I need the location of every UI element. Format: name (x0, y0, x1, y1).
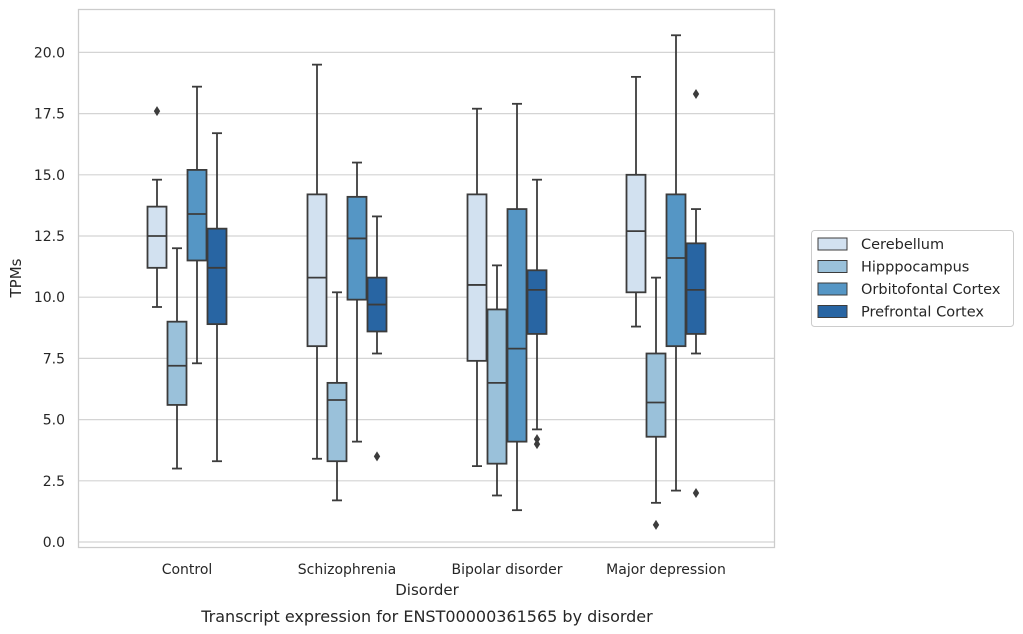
box-cerebellum-0 (146, 106, 168, 308)
box-prefrontal-cortex-3 (685, 89, 707, 499)
outlier-point (153, 106, 161, 117)
y-axis-label: TPMs (7, 258, 25, 298)
outlier-point (373, 451, 381, 462)
box-orbitofontal-cortex-1 (346, 161, 368, 443)
outlier-point (652, 519, 660, 530)
figure-caption: Transcript expression for ENST0000036156… (200, 607, 653, 626)
y-tick-label: 2.5 (43, 474, 65, 490)
iqr-box (486, 308, 508, 465)
outlier-point (533, 439, 541, 450)
box-prefrontal-cortex-2 (526, 178, 548, 450)
y-tick-label: 10.0 (34, 290, 65, 306)
x-tick-label: Bipolar disorder (451, 562, 562, 578)
x-axis-label: Disorder (395, 581, 459, 599)
legend-entry: Prefrontal Cortex (861, 305, 984, 321)
iqr-box (186, 169, 208, 262)
iqr-box (166, 320, 188, 406)
box-hipppocampus-3 (645, 276, 667, 530)
y-tick-label: 17.5 (34, 107, 65, 123)
box-orbitofontal-cortex-2 (506, 102, 528, 512)
legend-entry: Cerebellum (861, 237, 944, 253)
iqr-box (685, 242, 707, 335)
box-hipppocampus-2 (486, 264, 508, 497)
legend-swatch (817, 305, 848, 318)
iqr-box (146, 205, 168, 269)
box-cerebellum-1 (306, 63, 328, 460)
outlier-point (692, 89, 700, 100)
x-tick-label: Schizophrenia (298, 562, 396, 578)
box-hipppocampus-1 (326, 291, 348, 502)
box-prefrontal-cortex-0 (206, 132, 228, 463)
box-hipppocampus-0 (166, 247, 188, 470)
legend-entry: Hipppocampus (861, 260, 969, 276)
y-tick-label: 12.5 (34, 229, 65, 245)
iqr-box (206, 227, 228, 326)
box-cerebellum-2 (466, 107, 488, 468)
legend-swatch (817, 237, 848, 251)
y-tick-label: 5.0 (43, 413, 65, 429)
y-tick-label: 20.0 (34, 45, 65, 61)
iqr-box (526, 269, 548, 335)
y-axis-ticks: 0.0 2.5 5.0 7.5 10.0 12.5 15.0 17.5 20.0 (34, 45, 65, 551)
x-tick-label: Major depression (606, 562, 726, 578)
legend-swatch (817, 282, 848, 296)
y-tick-label: 7.5 (43, 351, 65, 367)
box-cerebellum-3 (625, 75, 647, 328)
legend-swatch (817, 260, 848, 273)
plot-frame (77, 8, 776, 549)
iqr-box (326, 381, 348, 463)
legend-entry: Orbitofontal Cortex (861, 282, 1001, 298)
x-axis-ticks: Control Schizophrenia Bipolar disorder Majo… (162, 562, 726, 578)
iqr-box (625, 173, 647, 294)
box-prefrontal-cortex-1 (366, 215, 388, 462)
y-tick-label: 15.0 (34, 168, 65, 184)
iqr-box (665, 193, 687, 348)
box-orbitofontal-cortex-3 (665, 34, 687, 492)
iqr-box (506, 208, 528, 443)
y-tick-label: 0.0 (43, 535, 65, 551)
box-plots (146, 34, 707, 530)
iqr-box (306, 193, 328, 348)
x-tick-label: Control (162, 562, 213, 578)
legend-frame (811, 230, 1014, 327)
legend: Cerebellum Hipppocampus Orbitofontal Corte… (811, 230, 1014, 327)
iqr-box (645, 352, 667, 438)
iqr-box (466, 193, 488, 362)
box-orbitofontal-cortex-0 (186, 85, 208, 365)
outlier-point (692, 488, 700, 499)
iqr-box (346, 195, 368, 301)
